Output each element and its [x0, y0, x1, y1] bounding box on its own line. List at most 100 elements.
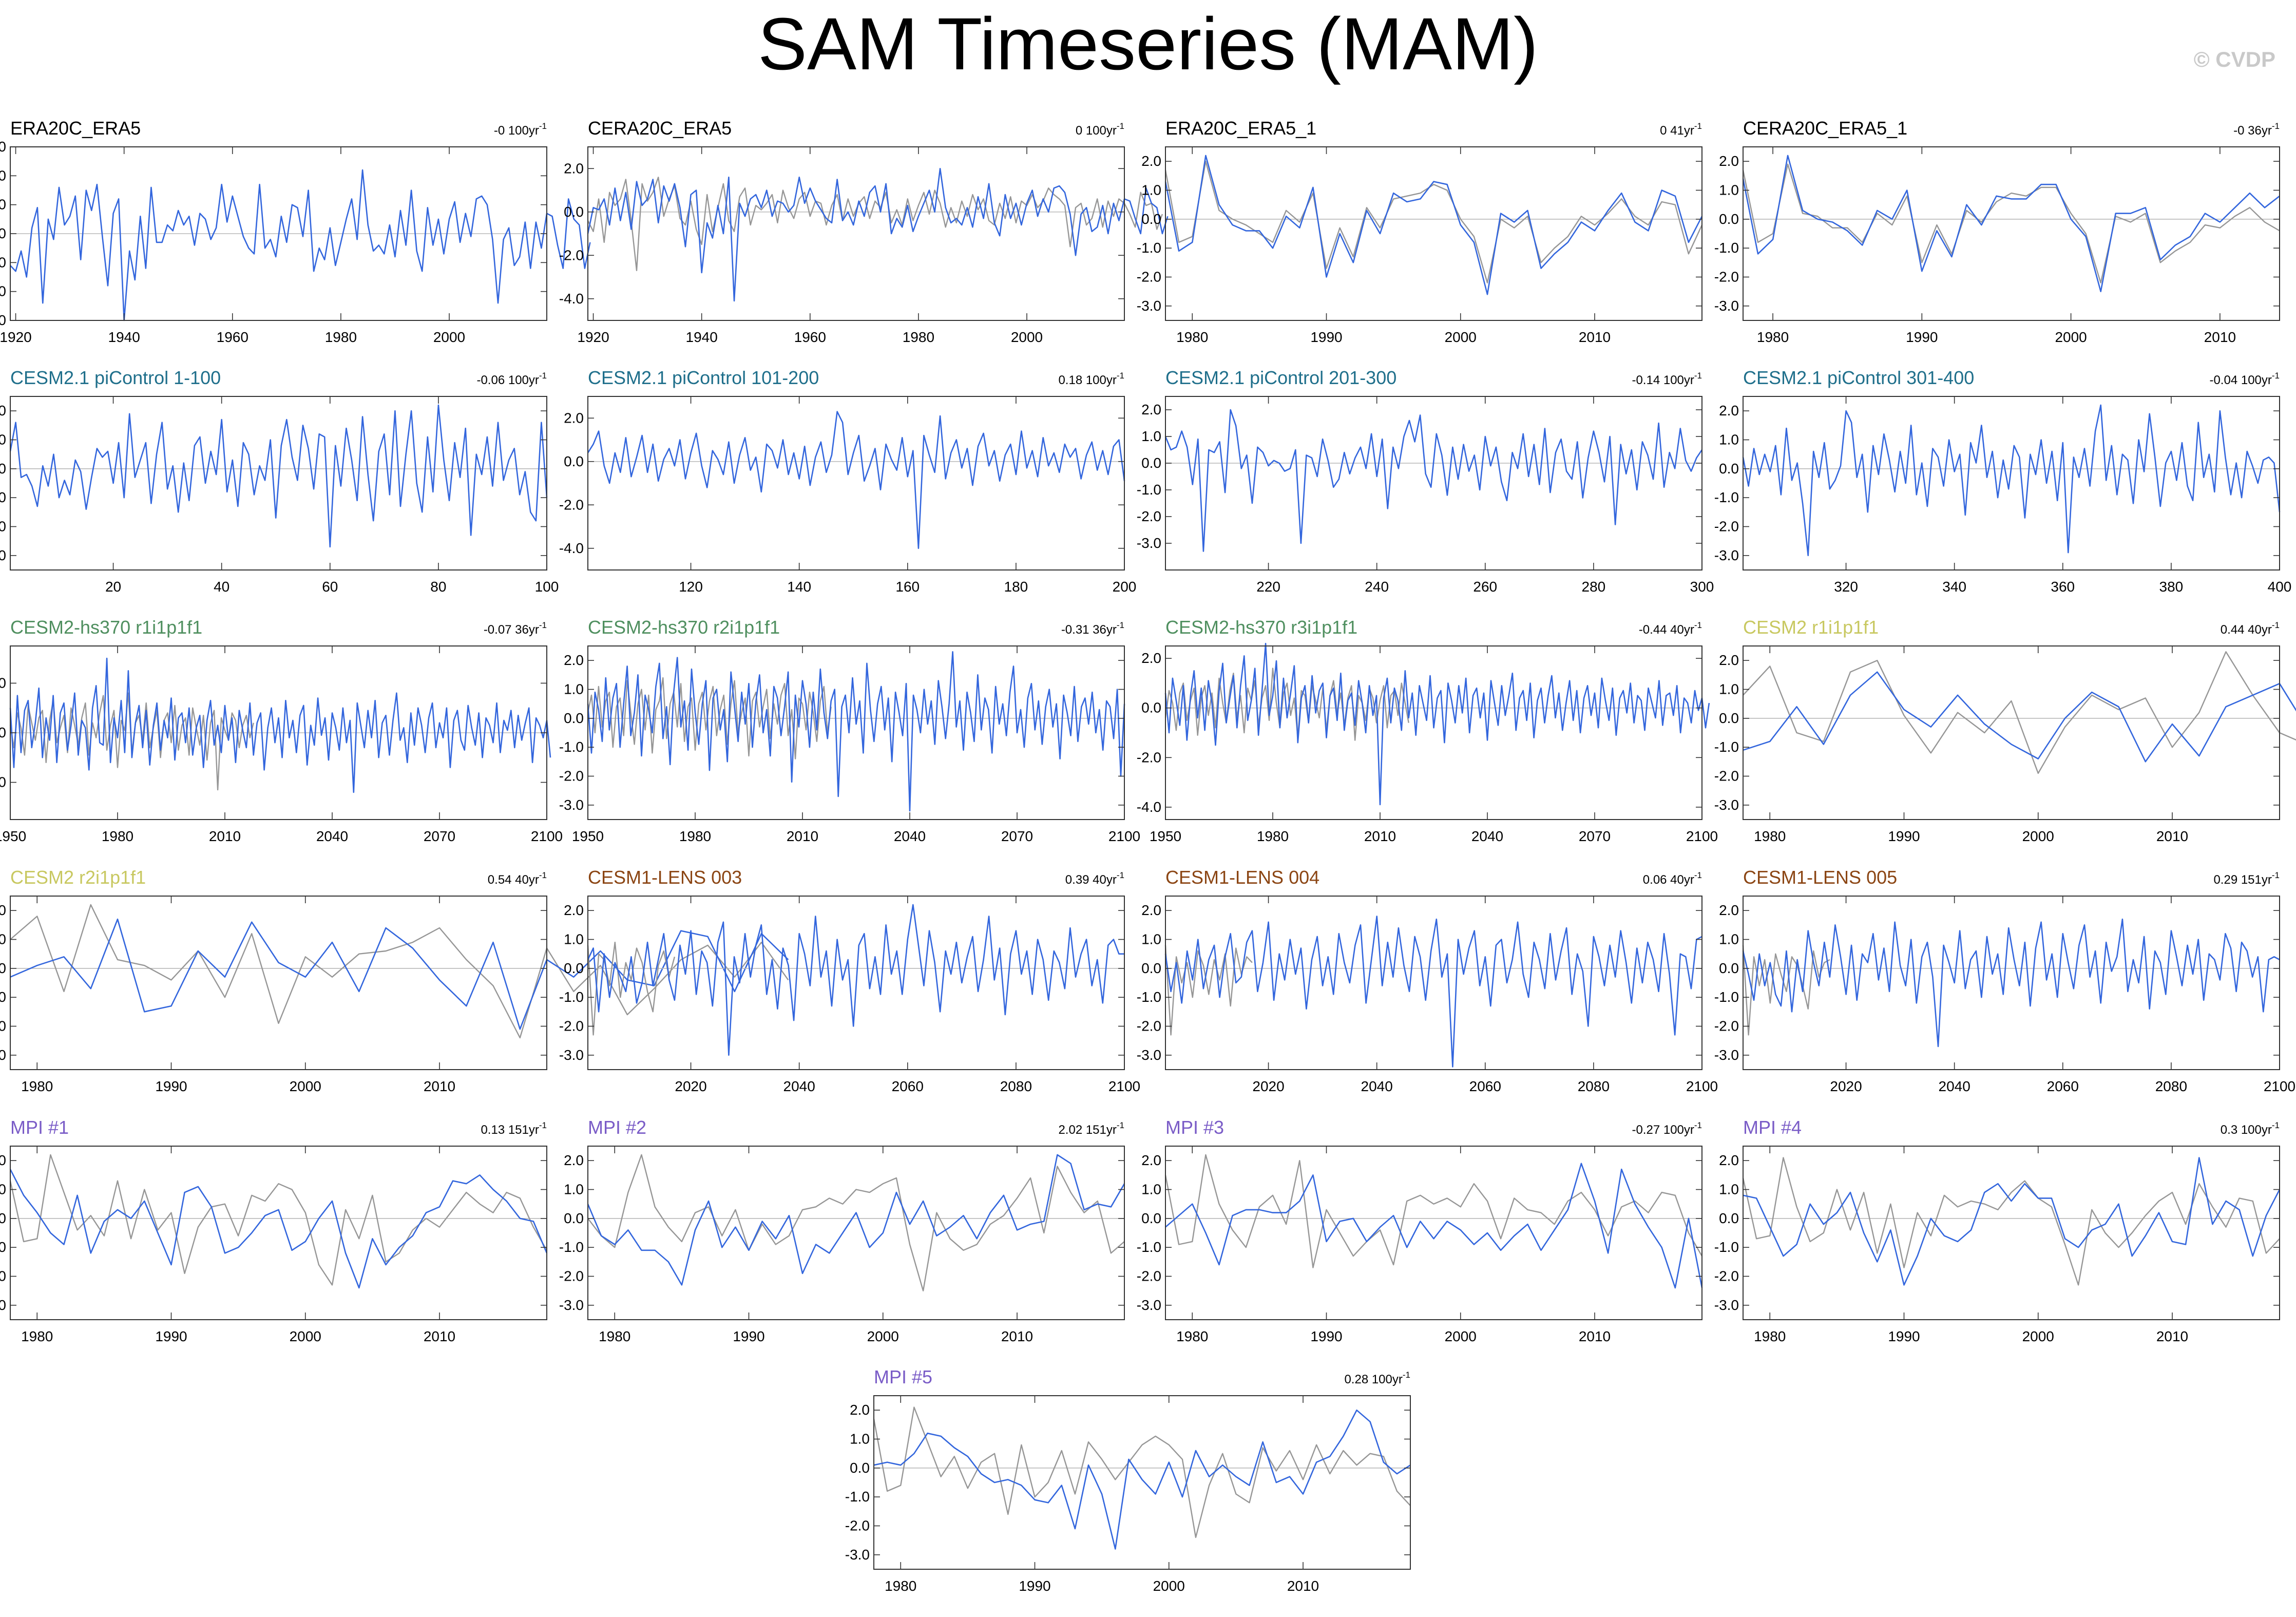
y-tick-label: -2.0 [559, 247, 584, 263]
x-tick-label: 320 [1834, 579, 1858, 595]
y-tick-label: 1.0 [564, 1182, 584, 1197]
chart-panel: MPI #4 0.3 100yr-1 -3.0 -2.0 -1.0 0.0 1.0 2.0 19… [1714, 1117, 2281, 1344]
y-tick-label: 1.0 [0, 1182, 6, 1197]
simulation-series-line [1742, 918, 2280, 1048]
x-tick-label: 1980 [325, 329, 357, 345]
plot-frame [1743, 645, 2280, 820]
x-tick-label: 1960 [794, 329, 826, 345]
y-tick-label: 1.0 [1141, 1182, 1161, 1197]
plot-frame [1165, 146, 1702, 321]
y-tick-label: 0.0 [1141, 211, 1161, 227]
y-tick-label: 0.0 [564, 453, 584, 469]
panel-title: CERA20C_ERA5_1 [1743, 118, 1907, 139]
x-tick-label: 2080 [2155, 1078, 2187, 1094]
x-tick-label: 1920 [0, 329, 32, 345]
panel-title: MPI #3 [1165, 1117, 1224, 1138]
y-tick-label: -3.0 [559, 1297, 584, 1313]
y-tick-label: 0.0 [564, 1210, 584, 1226]
panel-title: CESM1-LENS 005 [1743, 867, 1897, 888]
y-tick-label: 0.0 [1141, 960, 1161, 976]
chart-panel: ERA20C_ERA5_1 0 41yr-1 -3.0 -2.0 -1.0 0.0 1.0 2… [1137, 118, 1703, 345]
trend-label: -0.06 100yr-1 [476, 371, 547, 387]
y-tick-label: 0.0 [1719, 960, 1739, 976]
x-tick-label: 60 [322, 579, 338, 595]
y-tick-label: -2.0 [0, 1268, 6, 1284]
y-tick-label: 2.0 [1719, 902, 1739, 918]
x-tick-label: 1990 [155, 1078, 187, 1094]
y-tick-label: -1.0 [1137, 989, 1161, 1005]
x-tick-label: 2010 [2204, 329, 2236, 345]
x-tick-label: 220 [1256, 579, 1280, 595]
y-tick-label: 2.0 [1141, 1152, 1161, 1168]
y-tick-label: -1.0 [1137, 1239, 1161, 1255]
y-tick-label: 2.0 [1141, 650, 1161, 666]
plot-frame [1743, 1146, 2280, 1320]
y-tick-label: -3.0 [0, 1297, 6, 1313]
y-tick-label: 1.0 [1141, 428, 1161, 444]
y-tick-label: -1.0 [559, 989, 584, 1005]
y-tick-label: -2.0 [559, 768, 584, 784]
trend-label: 0.06 40yr-1 [1643, 870, 1702, 887]
trend-label: 0.54 40yr-1 [488, 870, 547, 887]
x-tick-label: 2040 [783, 1078, 815, 1094]
x-tick-label: 1980 [1257, 828, 1289, 844]
plot-frame [1165, 396, 1702, 570]
panel-title: CESM1-LENS 004 [1165, 867, 1319, 888]
y-tick-label: -1.0 [0, 1239, 6, 1255]
plot-frame [1165, 1146, 1702, 1320]
chart-panel: CESM2.1 piControl 301-400 -0.04 100yr-1 -3… [1714, 367, 2292, 595]
y-tick-label: 0.0 [1719, 710, 1739, 726]
chart-panel: CESM2.1 piControl 1-100 -0.06 100yr-1 -3.0… [0, 367, 559, 595]
y-tick-label: 2.0 [1719, 153, 1739, 169]
plot-frame [1743, 896, 2280, 1070]
y-tick-label: -2.0 [559, 1018, 584, 1034]
y-tick-label: -2.0 [1714, 519, 1739, 535]
panel-title: MPI #1 [10, 1117, 69, 1138]
y-tick-label: 2.0 [1719, 1152, 1739, 1168]
y-tick-label: -4.0 [1137, 799, 1161, 815]
chart-panel: CESM1-LENS 005 0.29 151yr-1 -3.0 -2.0 -1.0 0.… [1714, 867, 2295, 1094]
x-tick-label: 1980 [21, 1078, 53, 1094]
y-tick-label: 1.0 [564, 931, 584, 947]
y-tick-label: -2.0 [1714, 1268, 1739, 1284]
x-tick-label: 1980 [1757, 329, 1789, 345]
trend-label: 0.13 151yr-1 [481, 1120, 547, 1137]
y-tick-label: 1.0 [1719, 432, 1739, 448]
chart-panel: CERA20C_ERA5_1 -0 36yr-1 -3.0 -2.0 -1.0 0.0 1.… [1714, 118, 2280, 345]
y-tick-label: 2.0 [1719, 652, 1739, 668]
y-tick-label: 3.0 [0, 139, 6, 155]
x-tick-label: 1950 [0, 828, 26, 844]
y-tick-label: -1.0 [0, 489, 6, 505]
y-tick-label: -1.0 [1714, 989, 1739, 1005]
y-tick-label: 2.0 [1141, 402, 1161, 417]
trend-label: 0.44 40yr-1 [2221, 620, 2280, 637]
y-tick-label: 0.0 [850, 1460, 870, 1476]
chart-panel: CESM2 r1i1p1f1 0.44 40yr-1 -3.0 -2.0 -1.0 0.0… [1714, 617, 2296, 844]
panel-title: CESM2-hs370 r3i1p1f1 [1165, 617, 1357, 638]
x-tick-label: 140 [787, 579, 811, 595]
simulation-series-line [1165, 1163, 1703, 1289]
x-tick-label: 160 [895, 579, 920, 595]
y-tick-label: 1.0 [0, 197, 6, 213]
x-tick-label: 1950 [572, 828, 604, 844]
x-tick-label: 2010 [424, 1078, 455, 1094]
y-tick-label: 0.0 [1141, 455, 1161, 471]
x-tick-label: 2000 [290, 1328, 321, 1344]
trend-label: 0.29 151yr-1 [2213, 870, 2280, 887]
x-tick-label: 2000 [290, 1078, 321, 1094]
y-tick-label: -3.0 [0, 312, 6, 328]
x-tick-label: 2080 [1000, 1078, 1032, 1094]
y-tick-label: -1.0 [1137, 482, 1161, 498]
y-tick-label: 1.0 [1719, 1182, 1739, 1197]
simulation-series-line [1164, 409, 1703, 552]
x-tick-label: 2010 [1287, 1578, 1319, 1594]
x-tick-label: 2000 [1445, 1328, 1477, 1344]
x-tick-label: 2040 [316, 828, 348, 844]
y-tick-label: -3.0 [1714, 1047, 1739, 1063]
x-tick-label: 240 [1365, 579, 1389, 595]
y-tick-label: -1.0 [0, 254, 6, 270]
x-tick-label: 40 [214, 579, 229, 595]
y-tick-label: -1.0 [1714, 240, 1739, 256]
x-tick-label: 2000 [2022, 1328, 2054, 1344]
simulation-series-line [1743, 1157, 2281, 1286]
